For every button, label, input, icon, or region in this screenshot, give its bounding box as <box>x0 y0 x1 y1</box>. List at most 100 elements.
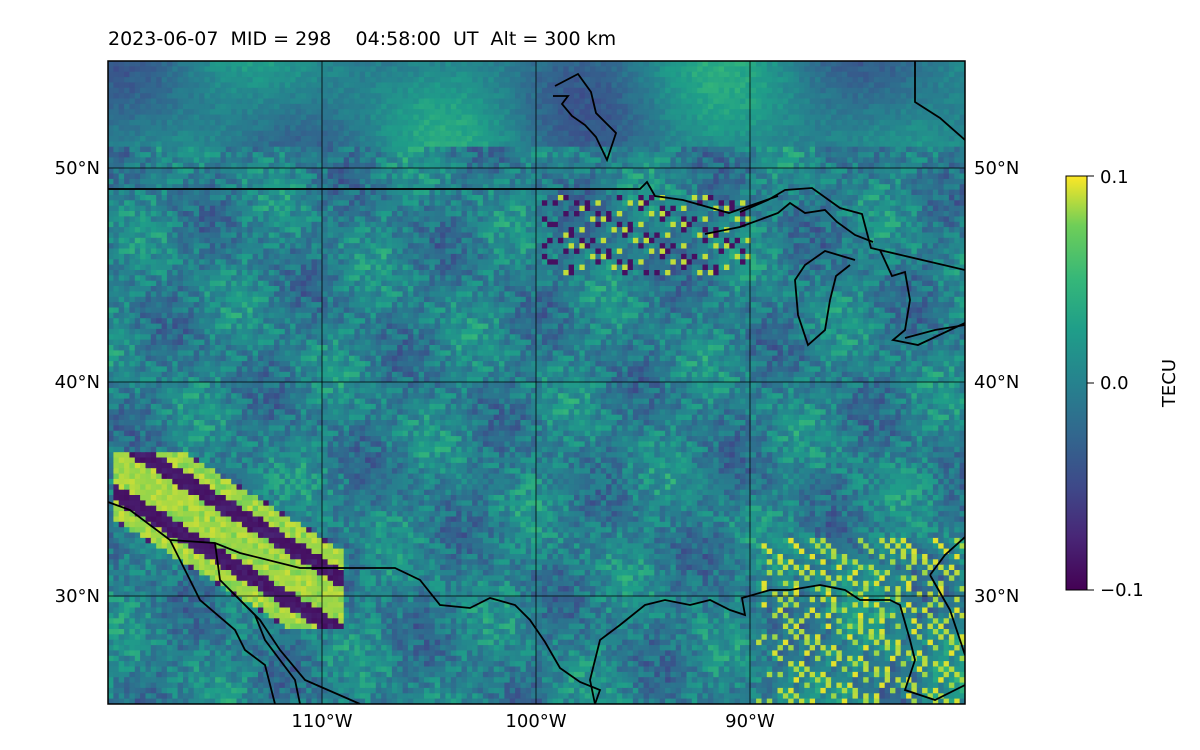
heatmap-cell <box>777 184 784 191</box>
heatmap-cell <box>777 119 784 126</box>
heatmap-cell <box>397 77 404 84</box>
heatmap-cell <box>108 216 114 223</box>
heatmap-cell <box>820 157 827 164</box>
heatmap-cell <box>466 130 473 137</box>
heatmap-cell <box>691 82 698 89</box>
heatmap-cell <box>225 221 232 228</box>
heatmap-cell <box>450 189 457 196</box>
heatmap-cell <box>386 93 393 100</box>
heatmap-cell <box>300 119 307 126</box>
heatmap-cell <box>343 162 350 169</box>
heatmap-cell <box>263 205 270 212</box>
heatmap-cell <box>402 178 409 185</box>
heatmap-cell <box>274 130 280 137</box>
heatmap-cell <box>948 119 955 126</box>
heatmap-cell <box>574 189 580 196</box>
heatmap-cell <box>911 168 918 175</box>
heatmap-cell <box>943 173 950 180</box>
heatmap-cell <box>825 168 832 175</box>
heatmap-cell <box>820 114 827 121</box>
heatmap-cell <box>681 189 688 196</box>
heatmap-cell <box>397 205 404 212</box>
heatmap-cell <box>365 189 372 196</box>
heatmap-cell <box>172 109 179 116</box>
heatmap-cell <box>156 178 163 185</box>
heatmap-cell <box>220 119 227 126</box>
heatmap-cell <box>911 221 918 228</box>
heatmap-cell <box>209 173 216 180</box>
heatmap-cell <box>884 66 891 73</box>
heatmap-cell <box>884 141 891 148</box>
heatmap-cell <box>857 61 864 67</box>
heatmap-cell <box>322 157 329 164</box>
heatmap-cell <box>488 189 495 196</box>
heatmap-cell <box>413 114 420 121</box>
heatmap-cell <box>600 178 607 185</box>
heatmap-cell <box>547 114 554 121</box>
heatmap-cell <box>745 87 752 94</box>
heatmap-cell <box>900 205 907 212</box>
heatmap-cell <box>150 98 157 105</box>
heatmap-cell <box>557 109 564 116</box>
heatmap-cell <box>365 136 372 142</box>
heatmap-cell <box>413 109 420 116</box>
heatmap-cell <box>145 173 152 180</box>
heatmap-cell <box>300 114 307 121</box>
heatmap-cell <box>386 103 393 110</box>
heatmap-cell <box>113 114 120 121</box>
heatmap-cell <box>209 125 216 132</box>
heatmap-cell <box>413 130 420 137</box>
heatmap-cell <box>863 103 870 110</box>
heatmap-cell <box>536 178 543 185</box>
heatmap-cell <box>177 98 184 105</box>
heatmap-cell <box>740 82 746 89</box>
heatmap-cell <box>520 221 527 228</box>
heatmap-cell <box>145 66 152 73</box>
heatmap-cell <box>241 98 248 105</box>
heatmap-cell <box>274 152 280 159</box>
heatmap-cell <box>627 184 634 191</box>
heatmap-cell <box>815 216 821 223</box>
heatmap-cell <box>359 77 366 84</box>
heatmap-cell <box>799 103 805 110</box>
heatmap-cell <box>756 146 763 153</box>
heatmap-cell <box>724 168 730 175</box>
heatmap-cell <box>488 173 495 180</box>
heatmap-cell <box>247 93 254 100</box>
heatmap-cell <box>697 141 704 148</box>
heatmap-cell <box>863 221 870 228</box>
heatmap-cell <box>799 189 805 196</box>
heatmap-cell <box>552 87 559 94</box>
heatmap-cell <box>231 61 238 67</box>
heatmap-cell <box>579 152 586 159</box>
heatmap-cell <box>161 87 168 94</box>
heatmap-cell <box>150 216 157 223</box>
heatmap-cell <box>402 114 409 121</box>
heatmap-cell <box>279 195 286 201</box>
heatmap-cell <box>290 77 297 84</box>
heatmap-cell <box>649 205 655 212</box>
heatmap-cell <box>166 184 173 191</box>
heatmap-cell <box>402 173 409 180</box>
heatmap-cell <box>493 173 500 180</box>
heatmap-cell <box>140 200 147 207</box>
heatmap-cell <box>922 146 929 153</box>
heatmap-cell <box>252 146 259 153</box>
heatmap-cell <box>274 77 280 84</box>
heatmap-cell <box>734 109 741 116</box>
heatmap-cell <box>113 211 120 217</box>
heatmap-cell <box>402 77 409 84</box>
heatmap-cell <box>124 195 131 201</box>
heatmap-cell <box>756 221 763 228</box>
heatmap-cell <box>279 66 286 73</box>
heatmap-cell <box>161 141 168 148</box>
heatmap-cell <box>349 82 355 89</box>
heatmap-cell <box>948 61 955 67</box>
heatmap-cell <box>407 103 414 110</box>
heatmap-cell <box>900 103 907 110</box>
heatmap-cell <box>884 168 891 175</box>
heatmap-cell <box>150 82 157 89</box>
heatmap-cell <box>718 114 725 121</box>
heatmap-cell <box>718 130 725 137</box>
